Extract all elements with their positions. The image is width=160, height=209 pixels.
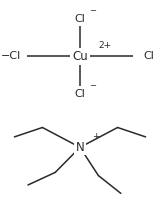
Text: −: −	[90, 6, 97, 15]
Text: Cu: Cu	[72, 50, 88, 63]
Text: N: N	[76, 141, 84, 154]
Text: −: −	[90, 81, 97, 90]
Text: −: −	[158, 44, 160, 53]
Text: +: +	[92, 133, 100, 141]
Text: Cl: Cl	[75, 14, 85, 24]
Text: Cl: Cl	[75, 89, 85, 99]
Text: Cl: Cl	[143, 51, 154, 61]
Text: −Cl: −Cl	[1, 51, 21, 61]
Text: 2+: 2+	[98, 41, 112, 50]
